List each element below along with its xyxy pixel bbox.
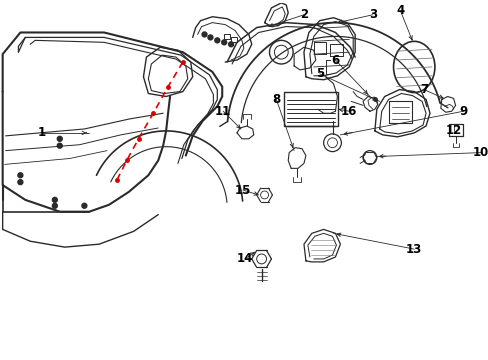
Text: 13: 13 (405, 243, 422, 256)
Text: 4: 4 (395, 4, 404, 17)
Text: 6: 6 (331, 54, 339, 67)
Circle shape (57, 136, 62, 141)
Text: 11: 11 (215, 105, 231, 118)
Text: 7: 7 (419, 83, 427, 96)
Text: 3: 3 (368, 8, 376, 21)
Text: 10: 10 (472, 146, 488, 159)
Circle shape (202, 32, 206, 37)
Text: 15: 15 (234, 184, 250, 197)
Text: 2: 2 (299, 8, 307, 21)
Bar (231, 37, 237, 42)
Circle shape (18, 180, 23, 185)
Circle shape (221, 40, 226, 45)
Circle shape (52, 197, 57, 202)
Bar (284, 91, 338, 126)
Text: 16: 16 (340, 105, 357, 118)
Circle shape (82, 203, 87, 208)
Circle shape (207, 35, 212, 40)
Text: 12: 12 (445, 125, 461, 138)
Text: 1: 1 (38, 126, 46, 139)
Circle shape (52, 203, 57, 208)
Text: 14: 14 (236, 252, 253, 265)
Text: 9: 9 (458, 105, 467, 118)
Circle shape (18, 173, 23, 178)
Circle shape (214, 38, 219, 43)
Circle shape (57, 143, 62, 148)
Text: 8: 8 (272, 93, 280, 106)
Bar (224, 35, 230, 39)
Circle shape (228, 42, 233, 47)
Text: 5: 5 (315, 67, 323, 80)
